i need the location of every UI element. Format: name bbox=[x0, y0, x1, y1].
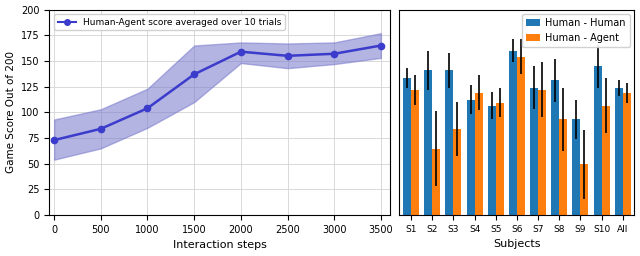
Legend: Human-Agent score averaged over 10 trials: Human-Agent score averaged over 10 trial… bbox=[54, 14, 285, 30]
Bar bbox=[496, 103, 504, 215]
Bar bbox=[509, 51, 517, 215]
X-axis label: Subjects: Subjects bbox=[493, 239, 541, 249]
Bar bbox=[551, 80, 559, 215]
Y-axis label: Game Score Out of 200: Game Score Out of 200 bbox=[6, 51, 15, 173]
Bar bbox=[538, 90, 546, 215]
Bar bbox=[445, 70, 453, 215]
Bar bbox=[467, 100, 475, 215]
Bar bbox=[411, 90, 419, 215]
Bar bbox=[559, 119, 567, 215]
Legend: Human - Human, Human - Agent: Human - Human, Human - Agent bbox=[522, 14, 630, 47]
Bar bbox=[475, 93, 483, 215]
Bar bbox=[530, 88, 538, 215]
Bar bbox=[432, 148, 440, 215]
X-axis label: Interaction steps: Interaction steps bbox=[173, 240, 267, 250]
Bar bbox=[593, 66, 602, 215]
Bar bbox=[572, 119, 580, 215]
Bar bbox=[602, 105, 610, 215]
Bar bbox=[453, 129, 461, 215]
Bar bbox=[623, 93, 631, 215]
Bar bbox=[517, 57, 525, 215]
Bar bbox=[403, 78, 411, 215]
Bar bbox=[615, 88, 623, 215]
Bar bbox=[488, 105, 496, 215]
Bar bbox=[580, 164, 589, 215]
Bar bbox=[424, 70, 432, 215]
